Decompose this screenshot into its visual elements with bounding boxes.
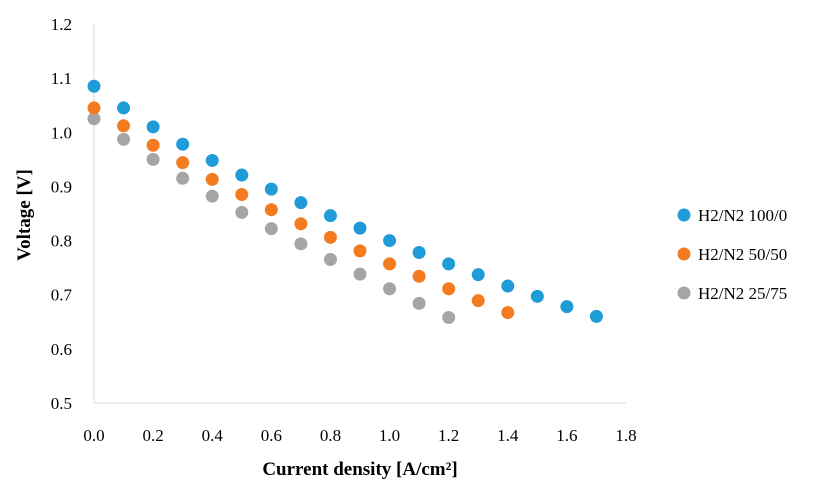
- data-point: [205, 189, 219, 203]
- data-point: [117, 119, 131, 133]
- y-tick-label: 1.1: [51, 69, 72, 88]
- data-points: [87, 79, 603, 324]
- x-tick-label: 1.2: [438, 426, 459, 445]
- legend-label: H2/N2 50/50: [698, 245, 787, 264]
- data-point: [412, 296, 426, 310]
- data-point: [560, 300, 574, 314]
- data-point: [205, 153, 219, 167]
- data-point: [117, 101, 131, 115]
- data-point: [383, 234, 397, 248]
- legend-marker: [677, 208, 691, 222]
- data-point: [442, 310, 456, 324]
- data-point: [530, 289, 544, 303]
- data-point: [501, 279, 515, 293]
- data-point: [176, 171, 190, 185]
- x-tick-labels: 0.0 0.2 0.4 0.6 0.8 1.0 1.2 1.4 1.6 1.8: [83, 426, 636, 445]
- y-tick-label: 0.6: [51, 340, 72, 359]
- data-point: [412, 269, 426, 283]
- x-tick-label: 1.4: [497, 426, 519, 445]
- x-tick-label: 0.8: [320, 426, 341, 445]
- data-point: [353, 267, 367, 281]
- legend: H2/N2 100/0 H2/N2 50/50 H2/N2 25/75: [677, 206, 787, 303]
- data-point: [264, 182, 278, 196]
- data-point: [176, 137, 190, 151]
- data-point: [294, 237, 308, 251]
- data-point: [589, 309, 603, 323]
- data-point: [146, 152, 160, 166]
- data-point: [471, 294, 485, 308]
- data-point: [294, 217, 308, 231]
- data-point: [146, 120, 160, 134]
- data-point: [442, 257, 456, 271]
- y-axis-title: Voltage [V]: [14, 169, 35, 261]
- y-tick-label: 0.5: [51, 394, 72, 413]
- legend-marker: [677, 286, 691, 300]
- data-point: [87, 79, 101, 93]
- data-point: [117, 132, 131, 146]
- x-tick-label: 1.0: [379, 426, 400, 445]
- data-point: [323, 253, 337, 267]
- x-tick-label: 0.6: [261, 426, 282, 445]
- y-tick-label: 1.2: [51, 15, 72, 34]
- data-point: [501, 306, 515, 320]
- data-point: [353, 221, 367, 235]
- x-tick-label: 0.4: [202, 426, 224, 445]
- data-point: [205, 172, 219, 186]
- data-point: [353, 244, 367, 258]
- data-point: [87, 112, 101, 126]
- data-point: [442, 282, 456, 296]
- data-point: [383, 282, 397, 296]
- x-tick-label: 1.8: [615, 426, 636, 445]
- data-point: [235, 168, 249, 182]
- data-point: [87, 101, 101, 115]
- y-tick-labels: 0.5 0.6 0.7 0.8 0.9 1.0 1.1 1.2: [51, 15, 73, 413]
- x-tick-label: 0.2: [142, 426, 163, 445]
- data-point: [471, 268, 485, 282]
- data-point: [412, 245, 426, 259]
- y-tick-label: 0.9: [51, 177, 72, 196]
- data-point: [176, 156, 190, 170]
- x-axis-title: Current density [A/cm²]: [262, 459, 457, 480]
- data-point: [383, 257, 397, 271]
- data-point: [235, 188, 249, 202]
- x-tick-label: 0.0: [83, 426, 104, 445]
- data-point: [264, 222, 278, 236]
- legend-marker: [677, 247, 691, 261]
- data-point: [146, 138, 160, 152]
- data-point: [323, 209, 337, 223]
- y-tick-label: 0.7: [51, 286, 73, 305]
- data-point: [323, 230, 337, 244]
- y-tick-label: 1.0: [51, 123, 72, 142]
- data-point: [235, 205, 249, 219]
- legend-label: H2/N2 25/75: [698, 284, 787, 303]
- x-tick-label: 1.6: [556, 426, 577, 445]
- data-point: [294, 196, 308, 210]
- y-tick-label: 0.8: [51, 232, 72, 251]
- legend-label: H2/N2 100/0: [698, 206, 787, 225]
- data-point: [264, 203, 278, 217]
